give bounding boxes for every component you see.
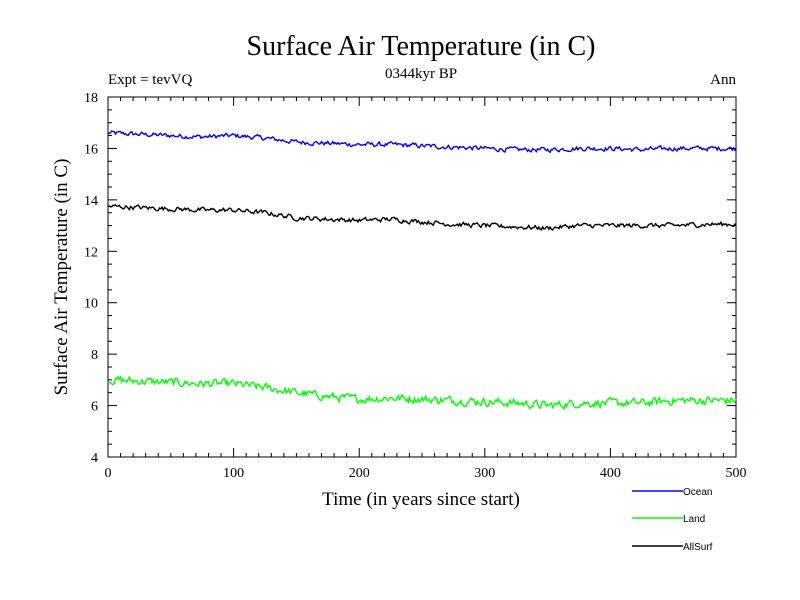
x-tick-label: 500 <box>726 466 747 481</box>
x-tick-label: 400 <box>600 466 621 481</box>
chart-subtitle: 0344kyr BP <box>385 66 457 82</box>
y-tick-label: 16 <box>84 142 98 157</box>
x-tick-label: 0 <box>105 466 112 481</box>
y-tick-label: 4 <box>91 451 98 466</box>
legend-label-land: Land <box>683 514 705 525</box>
y-tick-label: 18 <box>84 91 98 106</box>
y-axis-label: Surface Air Temperature (in C) <box>51 159 72 396</box>
chart-title: Surface Air Temperature (in C) <box>247 31 596 62</box>
plot-area: 0 100 200 300 400 500 4 6 8 10 12 14 16 18 <box>84 91 747 481</box>
y-tick-label: 8 <box>91 348 98 363</box>
y-tick-label: 12 <box>84 245 98 260</box>
series-line-ocean <box>107 130 737 154</box>
series-line-allsurf <box>107 204 737 231</box>
y-tick-label: 6 <box>91 400 98 415</box>
experiment-label: Expt = tevVQ <box>108 72 192 88</box>
axis-tick-labels: 0 100 200 300 400 500 4 6 8 10 12 14 16 18 <box>84 91 747 481</box>
legend: Ocean Land AllSurf <box>632 487 713 553</box>
series-lines <box>107 130 737 411</box>
axis-ticks <box>107 96 737 458</box>
series-line-land <box>107 375 737 411</box>
legend-label-allsurf: AllSurf <box>683 542 713 553</box>
x-tick-label: 300 <box>474 466 495 481</box>
x-tick-label: 200 <box>349 466 370 481</box>
season-label: Ann <box>710 72 736 88</box>
legend-label-ocean: Ocean <box>683 487 712 498</box>
y-tick-label: 10 <box>84 297 98 312</box>
y-tick-label: 14 <box>84 194 98 209</box>
x-axis-label: Time (in years since start) <box>322 489 520 510</box>
x-tick-label: 100 <box>223 466 244 481</box>
